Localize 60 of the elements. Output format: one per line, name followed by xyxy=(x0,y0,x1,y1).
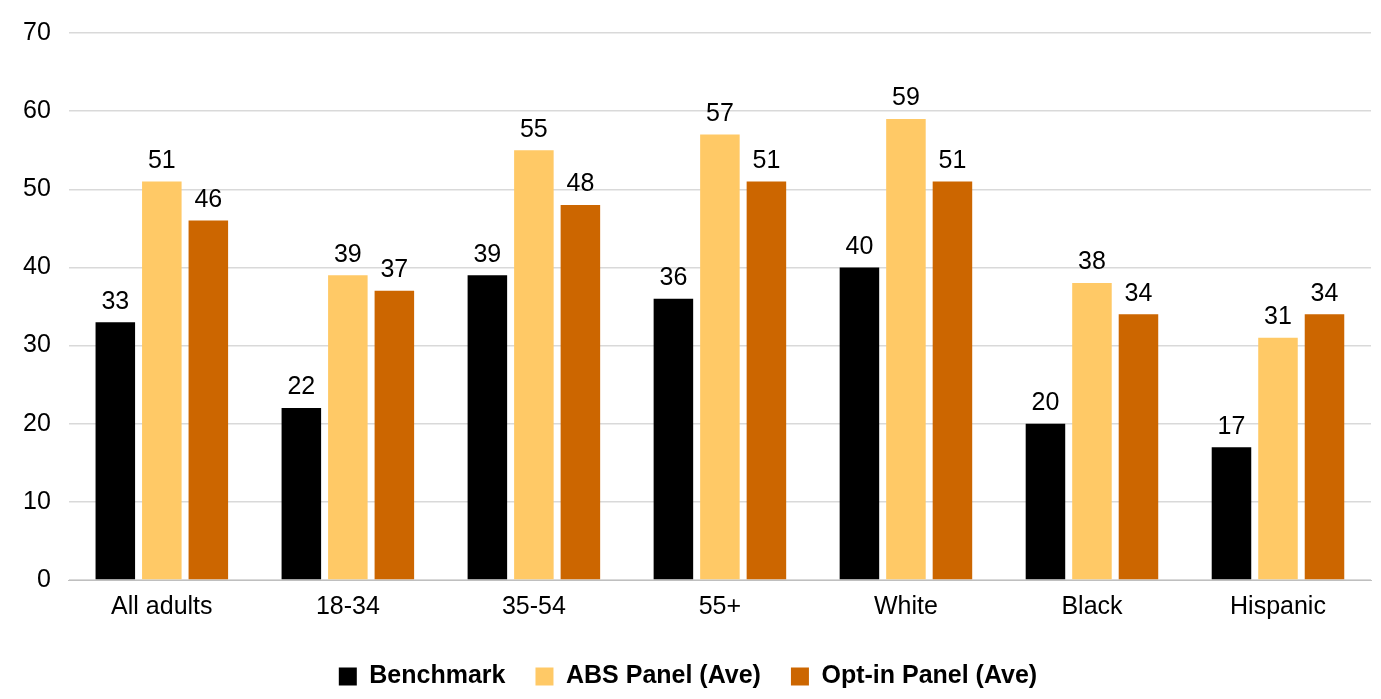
data-label: 57 xyxy=(706,97,734,126)
data-label: 39 xyxy=(473,238,502,267)
data-label: 34 xyxy=(1124,277,1153,306)
data-label: 36 xyxy=(659,262,688,291)
bar xyxy=(839,267,880,580)
bar xyxy=(1025,423,1066,580)
bar xyxy=(1304,314,1345,580)
data-label: 37 xyxy=(380,254,409,283)
bar xyxy=(374,290,415,580)
legend-label: Benchmark xyxy=(369,660,506,689)
data-label: 59 xyxy=(892,82,920,111)
data-label: 40 xyxy=(845,230,874,259)
y-tick-label: 10 xyxy=(23,485,51,514)
y-tick-label: 60 xyxy=(23,95,51,124)
x-tick-label: 35-54 xyxy=(501,590,566,619)
x-tick-label: Black xyxy=(1061,590,1124,619)
x-tick-label: All adults xyxy=(111,590,213,619)
bar xyxy=(142,181,182,580)
bar xyxy=(1118,314,1159,580)
bar xyxy=(328,275,368,580)
data-label: 20 xyxy=(1031,387,1060,416)
bar xyxy=(746,181,787,580)
data-label: 46 xyxy=(194,183,223,212)
bar xyxy=(560,204,601,580)
data-label: 51 xyxy=(147,144,176,173)
data-label: 33 xyxy=(101,285,130,314)
data-label: 34 xyxy=(1310,277,1339,306)
bar xyxy=(1072,283,1112,580)
bar xyxy=(653,298,694,580)
x-tick-label: Hispanic xyxy=(1230,590,1326,619)
bar xyxy=(281,408,322,580)
data-label: 55 xyxy=(519,113,548,142)
y-tick-label: 50 xyxy=(23,173,51,202)
data-label: 31 xyxy=(1264,301,1292,330)
bar xyxy=(1211,447,1252,580)
data-label: 51 xyxy=(752,144,781,173)
y-tick-label: 70 xyxy=(23,16,51,45)
bar xyxy=(95,322,136,580)
y-tick-label: 20 xyxy=(23,407,51,436)
data-label: 17 xyxy=(1217,410,1246,439)
bar xyxy=(886,118,926,580)
legend-label: ABS Panel (Ave) xyxy=(565,660,761,689)
bar xyxy=(700,134,740,580)
data-label: 51 xyxy=(938,144,967,173)
x-tick-label: White xyxy=(873,590,938,619)
bar xyxy=(188,220,229,580)
x-tick-label: 55+ xyxy=(698,590,742,619)
y-tick-label: 40 xyxy=(23,251,51,280)
bar xyxy=(514,150,554,580)
legend-label: Opt-in Panel (Ave) xyxy=(821,660,1038,689)
bar xyxy=(467,275,508,580)
y-tick-label: 30 xyxy=(23,329,51,358)
data-label: 39 xyxy=(333,238,362,267)
y-tick-label: 0 xyxy=(36,563,51,592)
data-label: 22 xyxy=(287,371,316,400)
data-label: 48 xyxy=(566,168,595,197)
x-tick-label: 18-34 xyxy=(315,590,380,619)
data-label: 38 xyxy=(1078,246,1106,275)
bar xyxy=(1258,337,1298,580)
bar xyxy=(932,181,973,580)
